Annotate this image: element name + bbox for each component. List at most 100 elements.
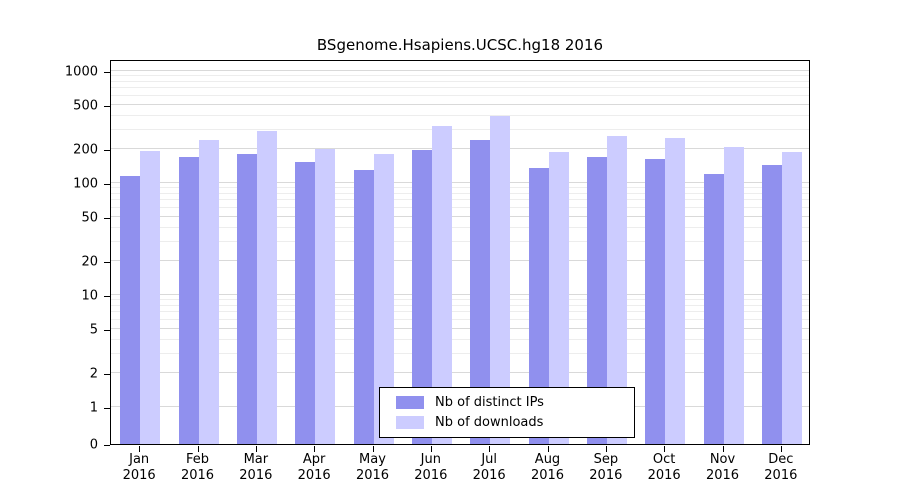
x-axis-tick-label: Jun 2016 [414, 452, 448, 483]
y-axis-tick-mark [104, 329, 110, 331]
bar-distinct-ips [120, 176, 141, 444]
gridline [111, 299, 809, 301]
x-axis-tick-mark [605, 446, 607, 452]
gridline [111, 226, 809, 228]
x-axis-tick-mark [139, 446, 141, 452]
x-axis-tick-mark [547, 446, 549, 452]
gridline [111, 128, 809, 130]
y-axis-tick-label: 0 [89, 437, 98, 453]
gridline [111, 70, 809, 71]
gridline [111, 94, 809, 96]
y-axis-tick-mark [104, 445, 110, 446]
y-axis-tick-label: 20 [81, 254, 98, 270]
gridline [111, 311, 809, 313]
x-axis-tick-label: Apr 2016 [297, 452, 331, 483]
x-axis-tick-label: Oct 2016 [647, 452, 681, 483]
bar-distinct-ips [528, 168, 549, 444]
legend-label-downloads: Nb of downloads [435, 415, 544, 430]
y-axis-tick-label: 500 [73, 98, 98, 114]
x-axis-tick-mark [197, 446, 199, 452]
legend-swatch-distinct-ips [396, 396, 424, 409]
gridline [111, 294, 809, 295]
y-axis-tick-mark [104, 374, 110, 376]
bar-downloads [431, 126, 452, 444]
gridline [111, 114, 809, 116]
gridline [111, 327, 809, 329]
bar-downloads [315, 149, 336, 444]
gridline [111, 187, 809, 189]
bar-downloads [723, 147, 744, 444]
y-axis-tick-mark [104, 105, 110, 107]
gridline [111, 75, 809, 77]
bar-downloads [490, 115, 511, 444]
chart-legend: Nb of distinct IPs Nb of downloads [379, 387, 635, 438]
x-axis-tick-mark [314, 446, 316, 452]
gridline [111, 192, 809, 194]
x-axis-tick-label: Jul 2016 [472, 452, 506, 483]
plot-area: Nb of distinct IPs Nb of downloads [110, 60, 810, 445]
gridline [111, 182, 809, 183]
x-axis-tick-label: Nov 2016 [705, 452, 740, 483]
gridline [111, 87, 809, 89]
y-axis-tick-mark [104, 184, 110, 185]
gridline [111, 304, 809, 306]
bar-distinct-ips [178, 157, 199, 444]
x-axis-tick-mark [430, 446, 432, 452]
bar-distinct-ips [411, 150, 432, 444]
x-axis-tick-mark [722, 446, 724, 452]
gridline [111, 103, 809, 105]
legend-label-distinct-ips: Nb of distinct IPs [435, 395, 544, 410]
y-axis-tick-label: 1 [89, 400, 98, 416]
bar-distinct-ips [236, 154, 257, 444]
y-axis-tick-label: 50 [81, 210, 98, 226]
bar-downloads [665, 138, 686, 444]
y-axis-tick-mark [104, 72, 110, 73]
bar-downloads [606, 135, 627, 444]
bar-distinct-ips [586, 157, 607, 444]
bar-distinct-ips [470, 140, 491, 444]
gridline [111, 80, 809, 82]
x-axis-tick-mark [780, 446, 782, 452]
chart-title: BSgenome.Hsapiens.UCSC.hg18 2016 [316, 36, 604, 54]
x-axis-tick-mark [489, 446, 491, 452]
gridline [111, 215, 809, 217]
y-axis-tick-mark [104, 217, 110, 219]
bar-distinct-ips [761, 164, 782, 444]
gridline [111, 338, 809, 340]
x-axis-tick-mark [372, 446, 374, 452]
y-axis-tick-mark [104, 262, 110, 264]
gridline [111, 199, 809, 201]
x-axis-tick-mark [664, 446, 666, 452]
gridline [111, 206, 809, 208]
x-axis-tick-label: Mar 2016 [239, 452, 273, 483]
bar-distinct-ips [353, 170, 374, 444]
gridline [111, 372, 809, 374]
legend-swatch-downloads [396, 416, 424, 429]
y-axis-tick-label: 10 [81, 288, 98, 304]
y-axis-tick-label: 2 [89, 366, 98, 382]
x-axis-tick-label: May 2016 [355, 452, 390, 483]
gridline [111, 260, 809, 262]
bar-downloads [256, 131, 277, 444]
bar-downloads [373, 153, 394, 444]
bar-distinct-ips [645, 158, 666, 444]
x-axis-tick-label: Jan 2016 [122, 452, 156, 483]
bar-downloads [781, 152, 802, 444]
y-axis-tick-label: 100 [73, 176, 98, 192]
x-axis-tick-label: Dec 2016 [764, 452, 798, 483]
bar-distinct-ips [703, 174, 724, 444]
x-axis-tick-label: Aug 2016 [530, 452, 565, 483]
bar-downloads [198, 140, 219, 444]
y-axis-tick-mark [104, 408, 110, 409]
bar-downloads [140, 150, 161, 444]
gridline [111, 148, 809, 150]
y-axis-tick-mark [104, 296, 110, 297]
y-axis-tick-label: 5 [89, 322, 98, 338]
legend-row-distinct-ips: Nb of distinct IPs [396, 395, 634, 410]
y-axis-tick-label: 1000 [64, 64, 98, 80]
legend-row-downloads: Nb of downloads [396, 415, 634, 430]
gridline [111, 318, 809, 320]
y-axis-tick-mark [104, 150, 110, 152]
x-axis-tick-mark [255, 446, 257, 452]
